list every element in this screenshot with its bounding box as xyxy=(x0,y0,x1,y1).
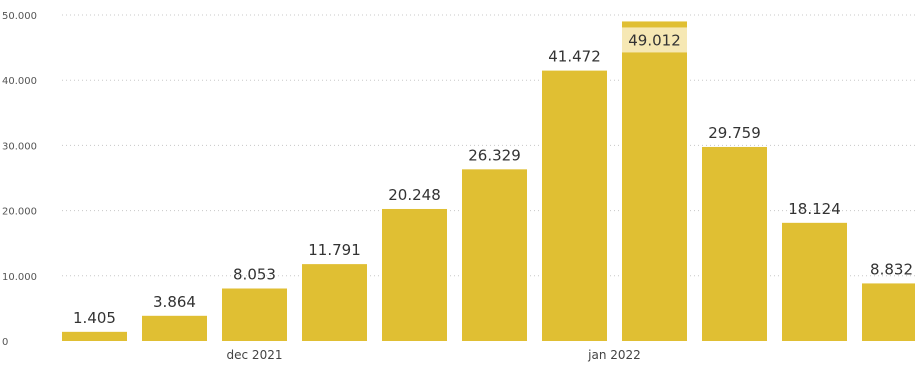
data-labels: 1.405 3.864 8.053 11.791 20.248 26.329 41.472 4… xyxy=(73,27,913,327)
y-axis: 0 10.000 20.000 30.000 40.000 50.000 xyxy=(2,11,37,348)
data-label: 49.012 xyxy=(628,31,681,49)
y-tick-label: 50.000 xyxy=(2,11,37,22)
bar[interactable] xyxy=(302,264,367,341)
bar[interactable] xyxy=(702,146,767,341)
data-label: 41.472 xyxy=(548,48,601,66)
x-tick-label: dec 2021 xyxy=(227,348,283,362)
bar[interactable] xyxy=(382,208,447,341)
y-tick-label: 0 xyxy=(2,337,8,348)
data-label: 29.759 xyxy=(708,124,761,142)
bar[interactable] xyxy=(62,331,127,341)
bar[interactable] xyxy=(142,315,207,341)
data-label: 11.791 xyxy=(308,241,361,259)
bar[interactable] xyxy=(222,288,287,341)
highlighted-label-background xyxy=(622,27,687,53)
y-tick-label: 40.000 xyxy=(2,76,37,87)
y-tick-label: 20.000 xyxy=(2,207,37,218)
bar[interactable] xyxy=(542,70,607,341)
bar[interactable] xyxy=(462,169,527,341)
data-label: 3.864 xyxy=(153,293,196,311)
x-axis: dec 2021 jan 2022 xyxy=(227,348,641,362)
y-tick-label: 10.000 xyxy=(2,272,37,283)
data-label: 20.248 xyxy=(388,186,441,204)
bar[interactable] xyxy=(862,283,915,341)
bar[interactable] xyxy=(782,222,847,341)
data-label: 26.329 xyxy=(468,146,521,164)
data-label: 18.124 xyxy=(788,200,841,218)
data-label: 1.405 xyxy=(73,309,116,327)
bar[interactable] xyxy=(622,21,687,341)
x-tick-label: jan 2022 xyxy=(587,348,641,362)
y-tick-label: 30.000 xyxy=(2,141,37,152)
data-label: 8.832 xyxy=(870,260,913,278)
data-label: 8.053 xyxy=(233,265,276,283)
bars xyxy=(62,21,915,341)
